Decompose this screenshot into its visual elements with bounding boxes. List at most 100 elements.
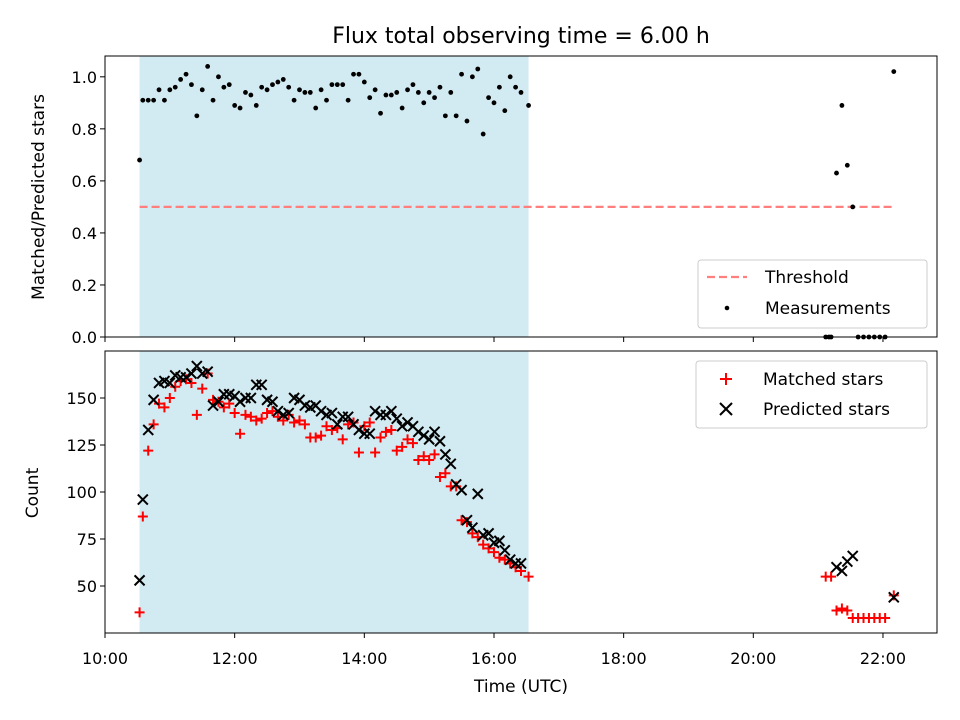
measurement-point: [513, 84, 518, 90]
measurement-point: [216, 74, 221, 80]
measurement-point: [178, 77, 184, 82]
x-tick-label: 22:00: [860, 649, 906, 668]
matched-star-point: [488, 547, 499, 558]
matched-star-point: [451, 481, 462, 492]
measurement-point: [172, 84, 178, 90]
matched-star-point: [429, 449, 440, 460]
measurement-point: [378, 110, 383, 116]
top-y-tick-label: 1.0: [72, 68, 97, 87]
matched-star-point: [380, 426, 391, 437]
matched-star-point: [170, 381, 181, 392]
top-y-tick-label: 0.2: [72, 276, 97, 295]
measurement-point: [156, 87, 162, 93]
matched-star-point: [186, 377, 197, 388]
matched-star-point: [191, 409, 202, 420]
matched-star-point: [826, 571, 837, 582]
predicted-star-point: [326, 407, 338, 419]
measurement-point: [421, 100, 427, 106]
predicted-star-point: [428, 426, 441, 438]
predicted-star-point: [147, 394, 160, 406]
top-shaded-region: [139, 56, 529, 337]
predicted-star-point: [461, 514, 473, 526]
matched-star-point: [499, 554, 510, 565]
measurement-point: [469, 74, 475, 80]
matched-star-point: [134, 607, 145, 618]
measurement-point: [410, 82, 416, 88]
predicted-star-point: [434, 435, 446, 447]
measurement-point: [210, 97, 216, 103]
measurement-point: [486, 95, 491, 101]
measurement-point: [194, 113, 200, 119]
predicted-star-point: [133, 574, 146, 587]
measurement-point: [199, 87, 205, 93]
matched-star-point: [218, 402, 229, 413]
matched-stars-series: [134, 368, 899, 623]
matched-star-point: [143, 445, 154, 456]
matched-star-point: [424, 455, 435, 466]
predicted-star-point: [315, 405, 327, 417]
measurement-point: [432, 95, 437, 101]
predicted-star-point: [445, 458, 457, 470]
matched-star-point: [256, 413, 267, 424]
measurement-point: [453, 113, 459, 119]
predicted-star-point: [207, 399, 219, 412]
predicted-star-point: [342, 411, 354, 423]
measurement-point: [475, 66, 481, 72]
matched-star-point: [413, 455, 424, 466]
predicted-star-point: [331, 418, 344, 431]
measurement-point: [844, 162, 850, 168]
measurement-point: [286, 84, 292, 90]
predicted-star-point: [888, 591, 900, 603]
top-panel: 0.0 0.2 0.4 0.6 0.8 1.0 Matched/Predicted sta…: [29, 55, 938, 347]
matched-star-point: [418, 451, 429, 462]
measurement-point: [426, 90, 432, 95]
matched-star-point: [267, 406, 278, 417]
matched-star-point: [370, 447, 381, 458]
matched-star-point: [159, 402, 170, 413]
top-y-axis-label: Matched/Predicted stars: [29, 94, 49, 300]
measurement-point: [399, 105, 405, 111]
matched-stars-legend-label: Matched stars: [763, 370, 883, 390]
predicted-star-point: [830, 561, 843, 573]
top-y-tick-label: 0.6: [72, 172, 97, 191]
x-tick-label: 18:00: [601, 649, 647, 668]
measurement-point: [372, 87, 378, 93]
predicted-star-point: [282, 407, 295, 419]
bottom-y-tick-label: 150: [66, 389, 97, 408]
measurement-point: [507, 74, 513, 80]
measurement-point: [526, 103, 531, 108]
measurement-point: [891, 69, 897, 75]
measurement-point: [162, 97, 167, 103]
matched-star-point: [375, 432, 386, 443]
bottom-axes-frame: [104, 350, 938, 634]
bottom-y-tick-label: 50: [77, 577, 97, 596]
measurement-point: [839, 103, 845, 108]
matched-star-point: [402, 434, 413, 445]
x-tick-label: 14:00: [341, 649, 387, 668]
measurement-point: [137, 157, 142, 163]
predicted-star-point: [493, 535, 506, 547]
matched-star-point: [326, 424, 337, 435]
measurement-point: [280, 77, 286, 82]
matched-star-point: [283, 409, 294, 420]
bottom-legend-box: [695, 360, 928, 429]
matched-star-point: [137, 511, 148, 522]
predicted-star-point: [353, 424, 365, 436]
matched-star-point: [407, 438, 418, 449]
predicted-star-point: [201, 365, 214, 378]
matched-star-point: [245, 411, 256, 422]
top-y-tick-label: 0.4: [72, 224, 97, 243]
measurement-point: [221, 84, 227, 90]
measurement-point: [448, 90, 454, 95]
top-legend: Threshold Measurements: [697, 259, 928, 329]
measurement-point: [140, 97, 146, 103]
matched-star-point: [321, 421, 332, 432]
matched-star-point: [434, 471, 445, 482]
measurement-point: [237, 105, 243, 111]
measurement-point: [340, 82, 346, 88]
predicted-star-point: [499, 544, 511, 556]
top-x-ticks: [104, 337, 884, 342]
measurement-point: [437, 84, 443, 90]
predicted-star-point: [234, 396, 246, 408]
measurement-point: [834, 170, 839, 176]
